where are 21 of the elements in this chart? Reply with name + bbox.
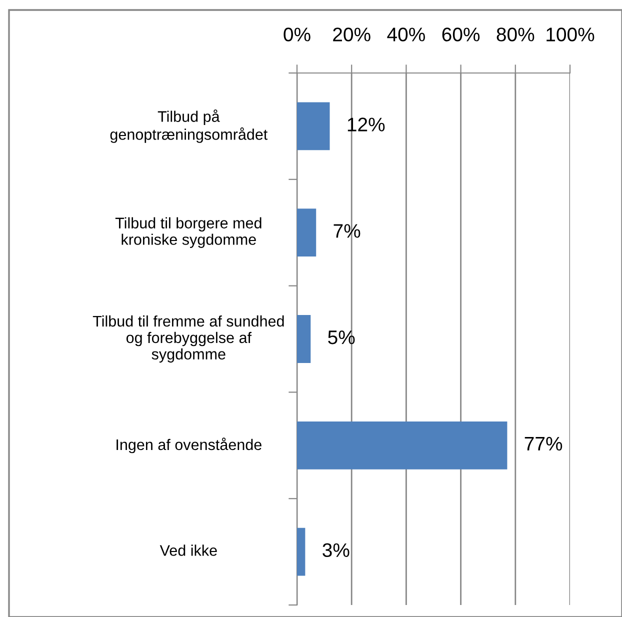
bar bbox=[297, 528, 306, 576]
bar bbox=[297, 208, 316, 257]
y-tick-label: Tilbud på genoptræningsområdet bbox=[110, 109, 268, 143]
y-tick-label: Ingen af ovenstående bbox=[116, 438, 262, 454]
x-tick-label: 0% bbox=[284, 28, 310, 42]
data-label: 12% bbox=[348, 118, 385, 132]
x-tick-label: 60% bbox=[442, 28, 480, 42]
data-label: 77% bbox=[524, 436, 562, 451]
bar bbox=[297, 421, 508, 470]
y-tick-label: Tilbud til borgere med kroniske sygdomme bbox=[115, 217, 262, 248]
bar bbox=[297, 315, 311, 363]
y-tick-label: Ved ikke bbox=[160, 544, 217, 556]
data-label: 5% bbox=[328, 330, 355, 344]
data-label: 3% bbox=[322, 543, 350, 558]
x-tick-label: 80% bbox=[496, 28, 534, 42]
x-tick-label: 20% bbox=[333, 28, 370, 42]
x-tick-label: 40% bbox=[387, 28, 425, 42]
y-tick-label: Tilbud til fremme af sundhed og forebyggelse af sygdomme bbox=[92, 315, 284, 363]
data-label: 7% bbox=[334, 224, 360, 238]
x-tick-label: 100% bbox=[546, 28, 594, 42]
bar bbox=[297, 102, 330, 150]
